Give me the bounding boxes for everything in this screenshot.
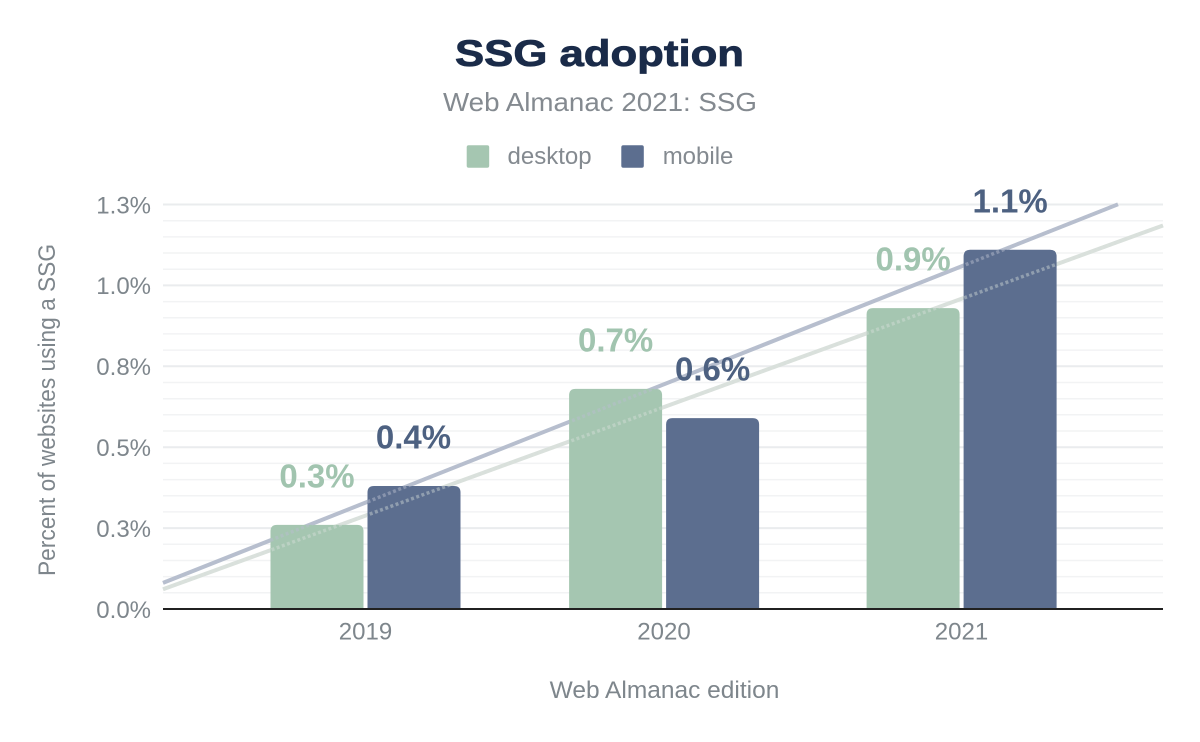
svg-text:0.3%: 0.3%	[96, 516, 151, 543]
svg-text:2020: 2020	[637, 619, 690, 646]
svg-text:0.8%: 0.8%	[96, 354, 151, 381]
svg-text:0.5%: 0.5%	[96, 435, 151, 462]
svg-text:1.3%: 1.3%	[96, 192, 151, 219]
svg-text:0.4%: 0.4%	[376, 419, 451, 456]
svg-text:0.9%: 0.9%	[875, 241, 950, 278]
svg-text:SSG adoption: SSG adoption	[455, 33, 744, 74]
svg-text:2021: 2021	[935, 619, 988, 646]
svg-text:Percent of websites using a SS: Percent of websites using a SSG	[34, 244, 61, 576]
svg-text:1.0%: 1.0%	[96, 273, 151, 300]
svg-text:mobile: mobile	[663, 143, 734, 170]
svg-text:2019: 2019	[339, 619, 392, 646]
svg-text:desktop: desktop	[508, 143, 592, 170]
svg-text:1.1%: 1.1%	[972, 182, 1047, 219]
svg-text:0.0%: 0.0%	[96, 597, 151, 624]
svg-text:0.6%: 0.6%	[675, 351, 750, 388]
svg-text:0.7%: 0.7%	[578, 321, 653, 358]
svg-text:Web Almanac edition: Web Almanac edition	[550, 677, 780, 704]
svg-text:Web Almanac 2021: SSG: Web Almanac 2021: SSG	[443, 87, 757, 117]
svg-text:0.3%: 0.3%	[279, 457, 354, 494]
